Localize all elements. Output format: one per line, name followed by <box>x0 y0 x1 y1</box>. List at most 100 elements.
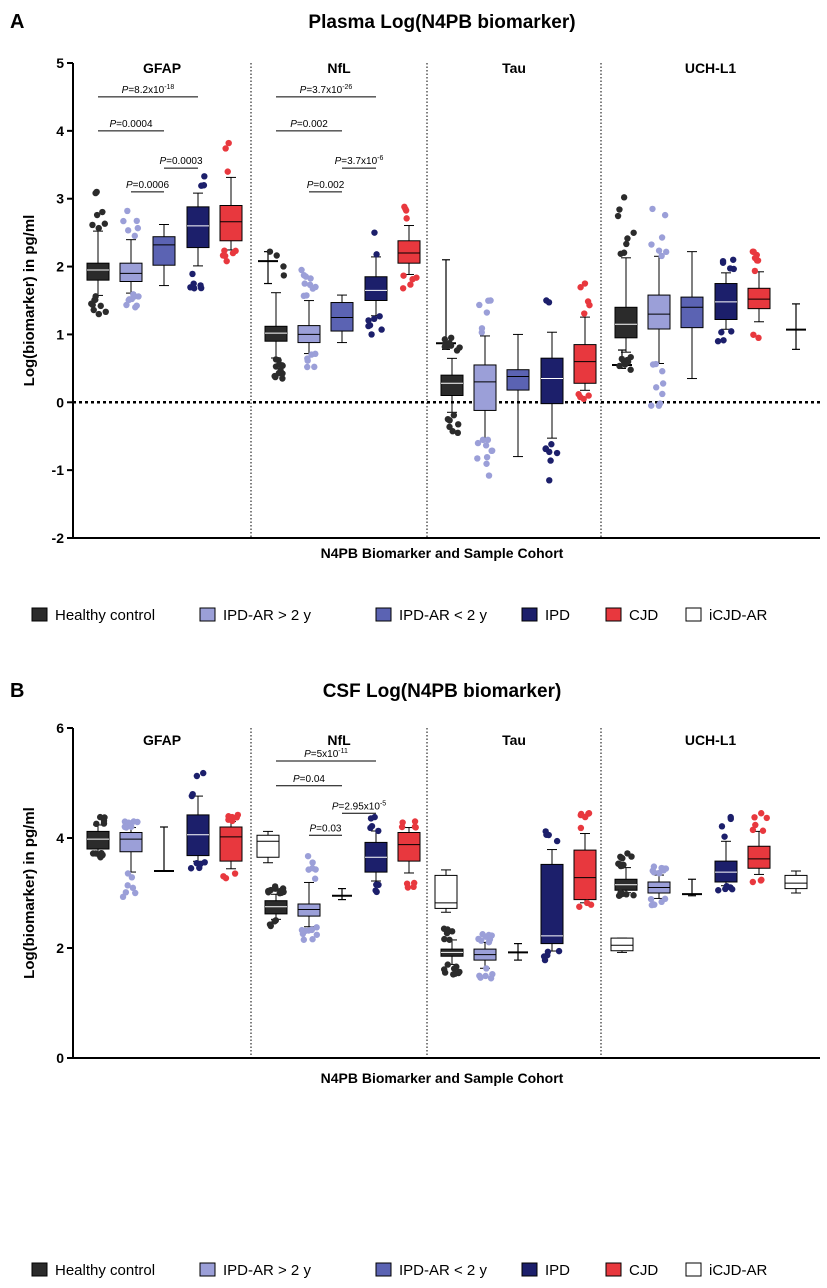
p-value-label: P=5x10-11 <box>304 748 348 760</box>
data-point <box>648 402 655 409</box>
data-point <box>759 827 767 834</box>
p-value-label: P=0.002 <box>307 180 345 191</box>
legend-swatch <box>521 607 538 622</box>
legend-label: Healthy control <box>55 607 155 624</box>
data-point <box>618 355 626 363</box>
data-point <box>726 265 734 272</box>
box-IPD-AR > 2 y <box>297 266 321 371</box>
data-point <box>720 337 727 344</box>
box-body <box>506 369 530 391</box>
box-body <box>680 296 704 329</box>
box-CJD <box>573 810 597 910</box>
data-point <box>411 818 419 825</box>
data-point <box>89 221 96 229</box>
data-point <box>400 272 407 279</box>
data-point <box>444 961 451 968</box>
box-IPD-AR > 2 y <box>119 818 143 901</box>
y-axis-label: Log(biomarker) in pg/ml <box>21 215 38 387</box>
box-body <box>434 874 458 909</box>
data-point <box>647 895 655 903</box>
data-point <box>581 280 589 287</box>
box-iCJD-AR <box>784 870 808 894</box>
box-IPD <box>186 769 210 872</box>
data-point <box>93 211 101 219</box>
legend-item: IPD-AR < 2 y <box>375 1262 487 1279</box>
panel-title: CSF Log(N4PB biomarker) <box>323 681 562 702</box>
data-point <box>483 309 491 316</box>
data-point <box>483 965 490 972</box>
legend: Healthy control IPD-AR > 2 y IPD-AR < 2 y I… <box>31 607 767 624</box>
data-point <box>441 336 449 343</box>
data-point <box>729 886 736 893</box>
p-value-label: P=0.03 <box>310 823 342 834</box>
biomarker-group-UCH-L1 <box>614 810 808 909</box>
p-value-bracket: P=3.7x10-6 <box>335 155 383 169</box>
data-point <box>200 182 208 189</box>
data-point <box>133 217 140 225</box>
data-point <box>547 457 554 464</box>
data-point <box>577 811 584 819</box>
data-point <box>585 392 592 399</box>
data-point <box>722 885 729 893</box>
box-IPD-AR < 2 y <box>154 826 174 872</box>
data-point <box>751 814 758 821</box>
data-point <box>120 217 127 225</box>
data-point <box>365 322 372 330</box>
data-point <box>298 266 305 274</box>
data-point <box>655 247 663 254</box>
legend-swatch <box>605 1262 622 1277</box>
data-point <box>279 362 286 369</box>
box-body <box>784 874 808 890</box>
data-point <box>308 926 316 933</box>
box-body <box>364 276 388 301</box>
data-point <box>577 824 585 832</box>
biomarker-label: NfL <box>327 732 351 748</box>
data-point <box>298 926 306 934</box>
y-tick-label: 2 <box>56 259 64 275</box>
biomarker-group-Tau <box>440 280 632 484</box>
data-point <box>752 821 759 829</box>
data-point <box>721 833 728 840</box>
box-Healthy control <box>86 813 110 861</box>
box-body <box>86 262 110 281</box>
data-point <box>616 362 623 370</box>
data-point <box>372 887 379 894</box>
legend-swatch <box>31 607 48 622</box>
data-point <box>489 970 496 978</box>
data-point <box>649 205 656 213</box>
box-Healthy control <box>614 850 638 899</box>
data-point <box>197 282 204 289</box>
data-point <box>715 887 722 894</box>
data-point <box>279 375 286 382</box>
data-point <box>755 334 762 342</box>
data-point <box>100 817 108 824</box>
biomarker-group-Tau <box>440 810 634 982</box>
data-point <box>410 883 417 891</box>
data-point <box>95 224 102 232</box>
data-point <box>443 926 450 934</box>
x-axis-label: N4PB Biomarker and Sample Cohort <box>321 545 564 561</box>
data-point <box>304 357 311 364</box>
data-point <box>200 769 207 777</box>
data-point <box>271 918 278 925</box>
p-value-label: P=8.2x10-18 <box>122 84 175 96</box>
data-point <box>659 368 666 375</box>
p-value-bracket: P=2.95x10-5 <box>332 800 386 814</box>
data-point <box>280 263 287 270</box>
legend-label: IPD-AR > 2 y <box>223 607 311 624</box>
data-point <box>447 334 455 342</box>
box-body <box>540 357 564 405</box>
box-IPD-AR < 2 y <box>682 878 702 897</box>
box-CJD <box>747 810 771 886</box>
data-point <box>277 887 284 895</box>
data-point <box>220 873 227 880</box>
data-point <box>403 880 411 887</box>
data-point <box>407 281 414 288</box>
data-point <box>309 864 316 872</box>
y-tick-label: 0 <box>56 394 64 410</box>
data-point <box>751 254 759 262</box>
legend-item: CJD <box>605 607 658 624</box>
data-point <box>623 891 630 898</box>
data-point <box>659 390 666 398</box>
data-point <box>757 877 765 884</box>
